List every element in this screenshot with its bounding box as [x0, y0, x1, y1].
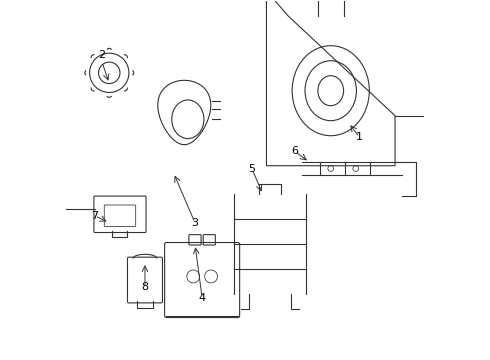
Text: 2: 2	[98, 50, 106, 60]
Text: 4: 4	[198, 293, 206, 303]
Text: 6: 6	[292, 147, 298, 157]
Text: 5: 5	[248, 164, 256, 174]
Text: 1: 1	[356, 132, 363, 142]
Text: 7: 7	[92, 211, 98, 221]
Text: 8: 8	[142, 282, 148, 292]
Text: 3: 3	[192, 218, 198, 228]
